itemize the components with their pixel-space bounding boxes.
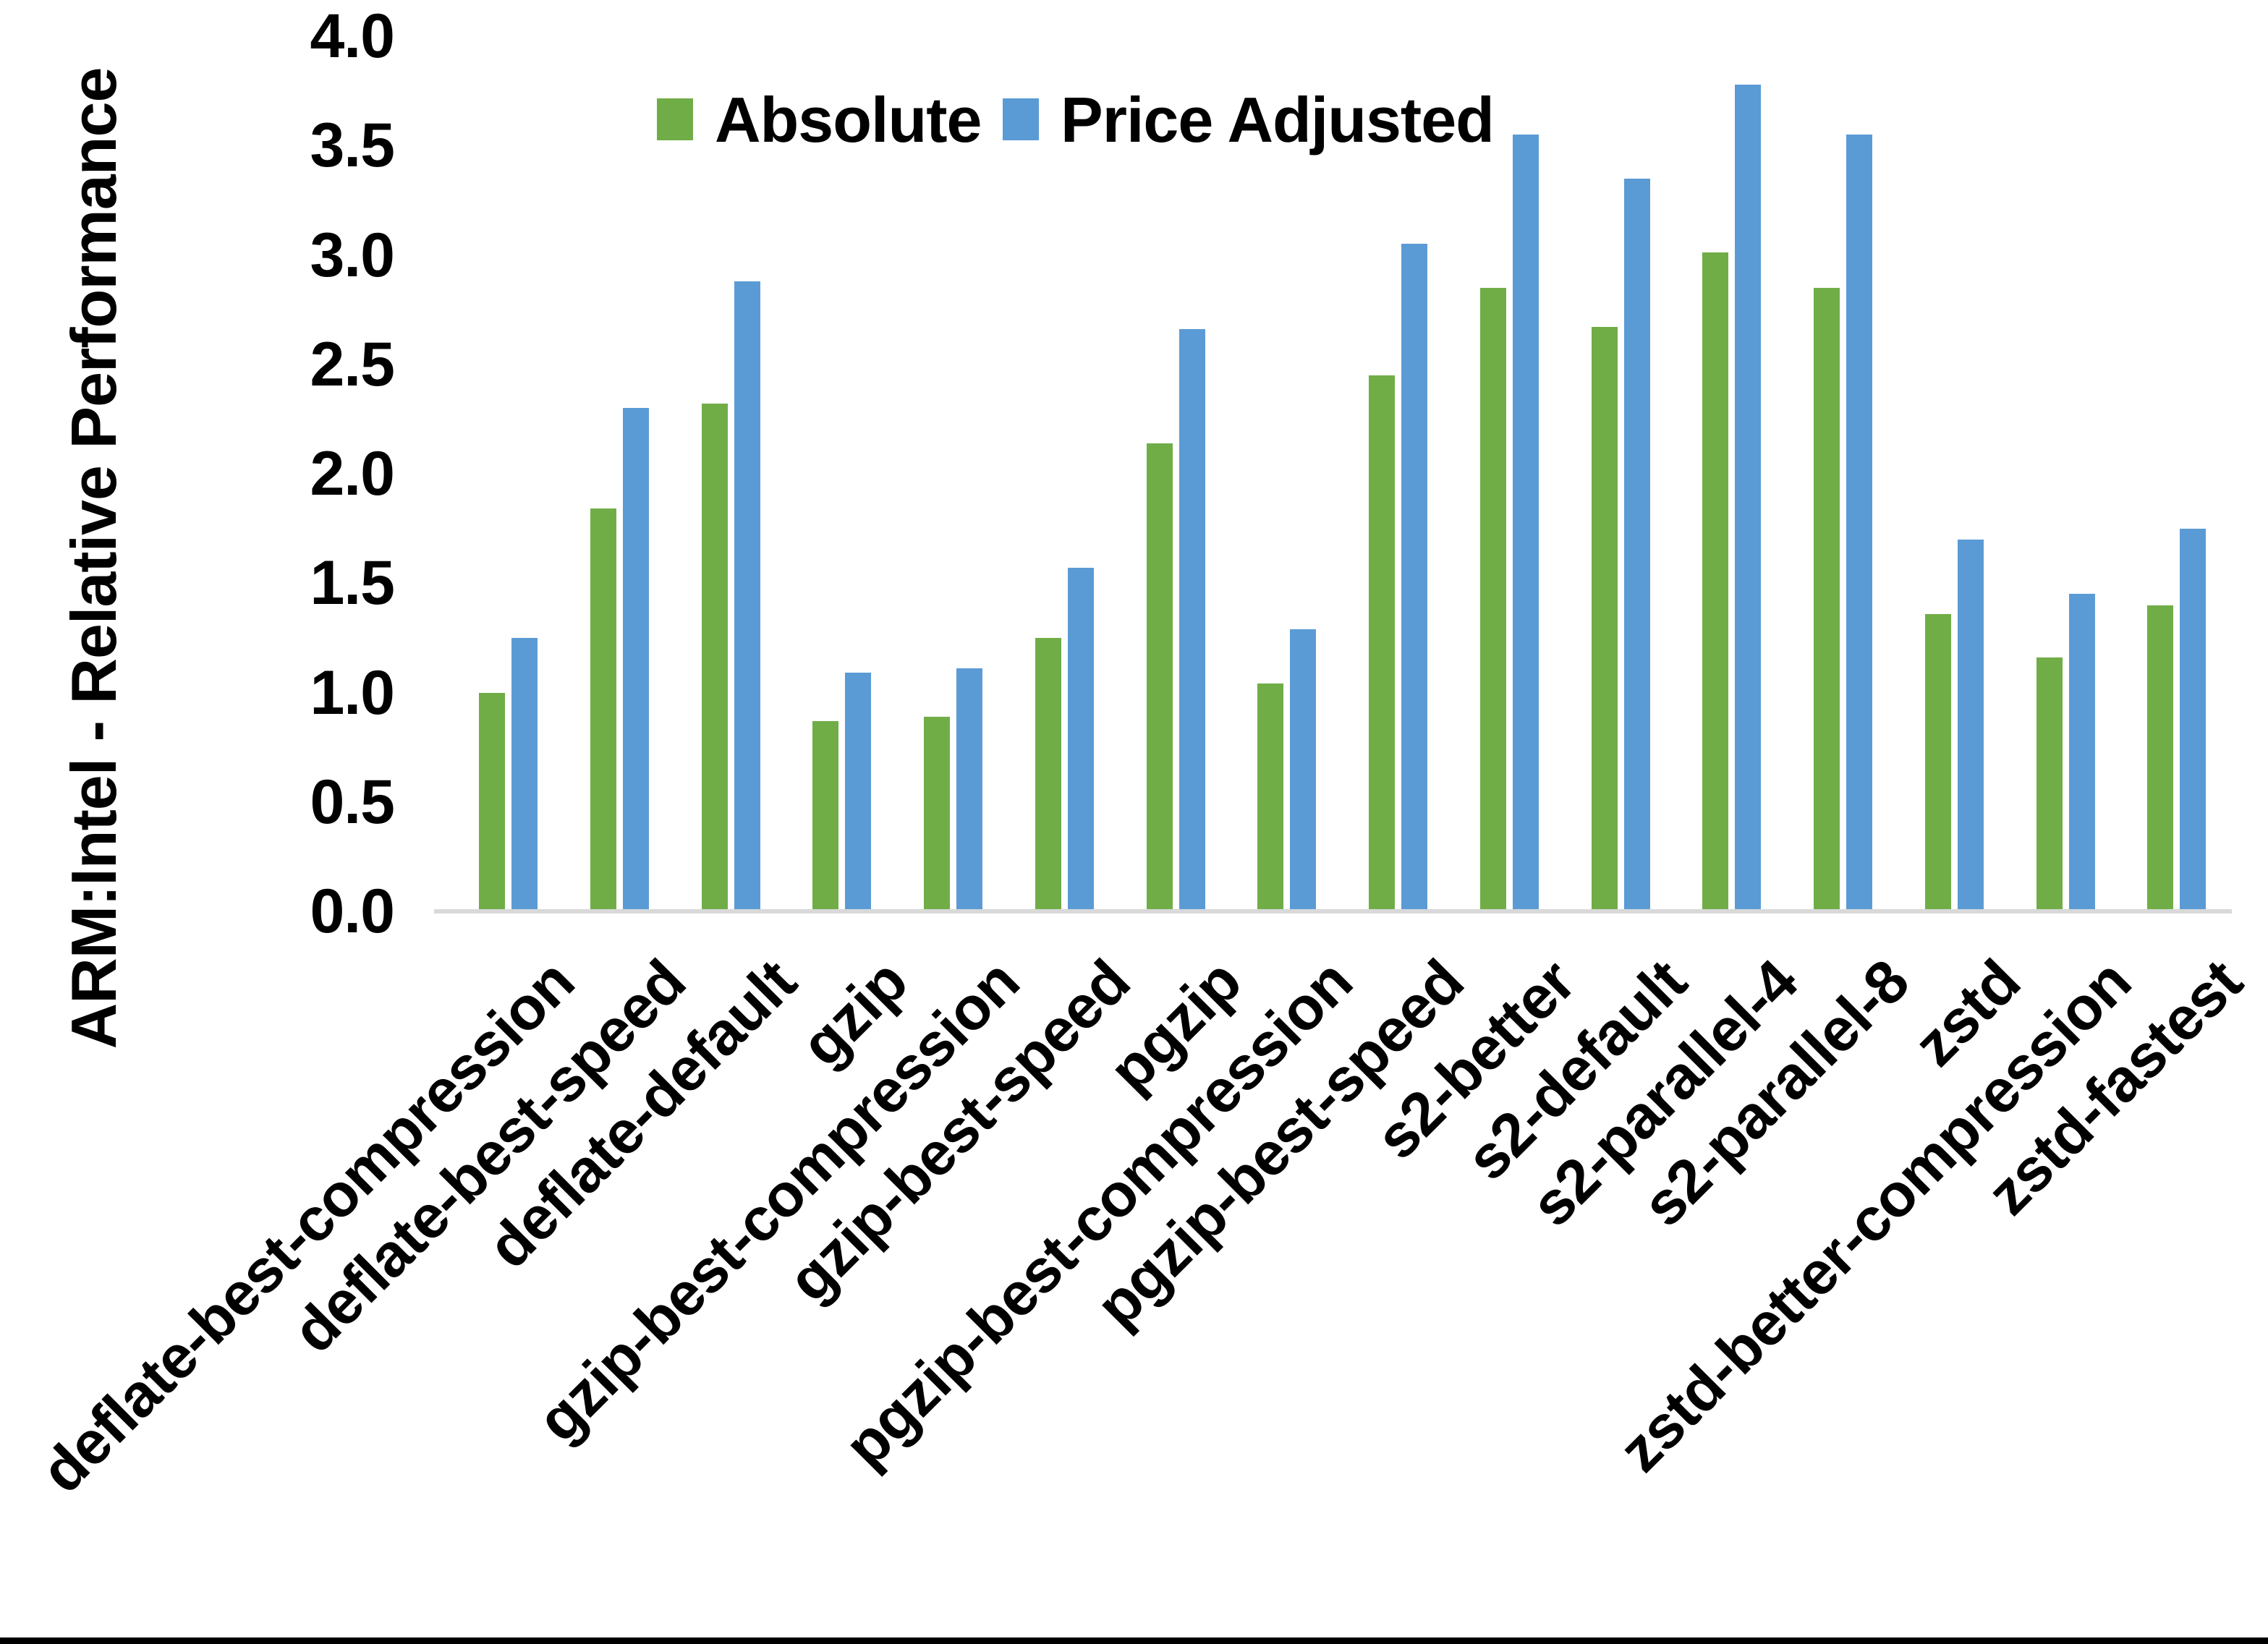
x-axis-line [434,909,2232,913]
bar-price-adjusted-gzip [845,673,872,911]
plot-area [449,36,2228,911]
bottom-border [0,1637,2268,1644]
bar-absolute-s2-default [1591,327,1618,911]
bar-price-adjusted-s2-parallel-4 [1735,84,1762,911]
bar-price-adjusted-zstd-fastest [2180,528,2207,911]
bar-price-adjusted-zstd [1957,539,1984,911]
bar-absolute-pgzip [1146,443,1173,911]
y-tick-label-0.5: 0.5 [310,767,395,837]
bar-absolute-deflate-best-compression [479,692,505,911]
bar-price-adjusted-deflate-default [734,281,760,911]
bar-absolute-s2-parallel-4 [1702,252,1729,911]
bar-price-adjusted-s2-parallel-8 [1846,135,1872,911]
bar-price-adjusted-s2-default [1623,178,1650,911]
bar-price-adjusted-zstd-better-compression [2068,594,2095,911]
bar-absolute-deflate-best-speed [590,508,616,911]
bar-price-adjusted-deflate-best-speed [622,408,649,911]
bar-absolute-zstd-better-compression [2036,657,2063,911]
bar-absolute-pgzip-best-compression [1257,683,1284,911]
bar-price-adjusted-gzip-best-compression [956,668,982,911]
legend-swatch-absolute-icon [657,98,693,140]
y-tick-label-2.5: 2.5 [310,329,395,399]
bar-absolute-gzip-best-compression [924,716,950,911]
y-tick-label-4.0: 4.0 [310,1,395,71]
legend-label-price-adjusted: Price Adjusted [1061,84,1495,156]
bar-absolute-deflate-default [701,404,728,911]
y-tick-label-1.0: 1.0 [310,657,395,728]
bar-absolute-pgzip-best-speed [1369,375,1395,911]
y-tick-label-0.0: 0.0 [310,877,395,946]
bar-price-adjusted-gzip-best-speed [1067,568,1094,911]
bar-price-adjusted-s2-better [1512,135,1539,911]
bar-absolute-s2-better [1479,287,1506,911]
legend-label-absolute: Absolute [715,84,982,156]
legend-swatch-price-adjusted-icon [1003,98,1039,140]
y-tick-label-3.5: 3.5 [310,111,395,181]
bar-price-adjusted-deflate-best-compression [511,637,538,911]
bar-absolute-gzip-best-speed [1035,637,1061,911]
bar-absolute-zstd-fastest [2147,605,2174,911]
y-tick-label-1.5: 1.5 [310,548,395,618]
bar-price-adjusted-pgzip-best-compression [1290,629,1317,911]
bar-price-adjusted-pgzip [1178,329,1205,911]
bar-absolute-gzip [812,720,839,911]
bar-price-adjusted-pgzip-best-speed [1401,244,1427,911]
y-tick-label-3.0: 3.0 [310,220,395,290]
bar-absolute-s2-parallel-8 [1814,287,1840,911]
y-axis-title: ARM:Intel - Relative Performance [58,67,129,1049]
bar-absolute-zstd [1924,613,1951,911]
y-tick-label-2.0: 2.0 [310,439,395,508]
